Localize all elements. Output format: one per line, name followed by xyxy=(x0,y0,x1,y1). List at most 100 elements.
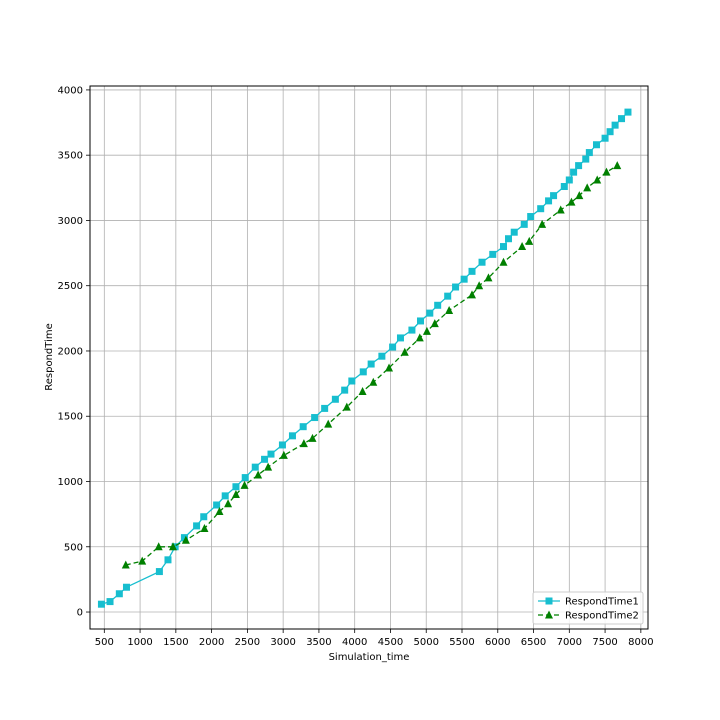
x-axis-label: Simulation_time xyxy=(329,652,410,663)
y-tick-label: 3000 xyxy=(58,216,83,227)
data-point xyxy=(444,292,452,300)
data-point xyxy=(468,290,477,299)
data-point xyxy=(180,534,188,542)
data-point xyxy=(288,432,296,440)
legend: RespondTime1 RespondTime2 xyxy=(532,591,644,625)
data-point xyxy=(215,507,224,516)
data-point xyxy=(611,121,619,129)
y-tick-label: 3500 xyxy=(58,151,83,162)
x-tick-label: 6500 xyxy=(521,637,546,648)
data-point xyxy=(311,414,319,422)
x-tick-label: 4500 xyxy=(378,637,403,648)
data-point xyxy=(115,590,123,598)
x-tick-label: 5000 xyxy=(414,637,439,648)
x-tick-label: 5500 xyxy=(449,637,474,648)
data-point xyxy=(231,490,240,499)
data-point xyxy=(408,326,416,334)
data-point xyxy=(550,192,558,200)
data-point xyxy=(602,167,611,176)
data-point xyxy=(200,523,209,532)
x-tick-label: 8000 xyxy=(628,637,653,648)
data-point xyxy=(138,556,147,565)
data-point xyxy=(426,309,434,317)
series-layer xyxy=(97,108,632,608)
x-tick-label: 3000 xyxy=(270,637,295,648)
data-point xyxy=(254,470,263,479)
data-point xyxy=(168,542,177,551)
data-point xyxy=(613,161,622,170)
data-point xyxy=(359,368,367,376)
data-point xyxy=(560,183,568,191)
data-point xyxy=(369,377,378,386)
legend-marker xyxy=(545,597,553,605)
data-point xyxy=(97,600,105,608)
data-point xyxy=(308,433,317,442)
y-axis-label: RespondTime xyxy=(44,323,55,391)
data-point xyxy=(193,522,201,530)
data-point xyxy=(489,250,497,258)
data-point xyxy=(122,583,130,591)
data-point xyxy=(499,243,507,251)
legend-label: RespondTime1 xyxy=(565,597,639,608)
data-point xyxy=(181,535,190,544)
data-point xyxy=(475,281,484,290)
data-point xyxy=(545,197,553,205)
y-tick-label: 0 xyxy=(77,608,83,619)
y-tick-label: 1500 xyxy=(58,412,83,423)
data-point xyxy=(232,483,240,491)
data-point xyxy=(575,162,583,170)
data-point xyxy=(537,205,545,213)
data-point xyxy=(417,317,425,325)
data-point xyxy=(106,598,114,606)
data-point xyxy=(367,360,375,368)
data-point xyxy=(460,275,468,283)
data-point xyxy=(520,220,528,228)
data-point xyxy=(348,377,356,385)
legend-label: RespondTime2 xyxy=(565,611,639,622)
data-point xyxy=(299,423,307,431)
x-tick-label: 500 xyxy=(95,637,114,648)
data-point xyxy=(575,191,584,200)
y-axis: 0 500 1000 1500 2000 2500 3000 3500 4000 xyxy=(58,85,90,619)
data-point xyxy=(538,219,547,228)
x-tick-label: 3500 xyxy=(306,637,331,648)
data-point xyxy=(452,283,460,291)
data-point xyxy=(358,386,367,395)
data-point xyxy=(321,404,329,412)
data-point xyxy=(155,568,163,576)
data-point xyxy=(624,108,632,116)
data-point xyxy=(478,258,486,266)
data-point xyxy=(279,450,288,459)
data-point xyxy=(241,474,249,482)
data-point xyxy=(264,462,273,471)
data-point xyxy=(385,363,394,372)
x-tick-label: 2000 xyxy=(199,637,224,648)
data-point xyxy=(299,439,308,448)
data-point xyxy=(341,386,349,394)
data-point xyxy=(396,334,404,342)
legend-box xyxy=(532,591,644,625)
data-point xyxy=(221,492,229,500)
data-point xyxy=(342,402,351,411)
x-tick-label: 4000 xyxy=(342,637,367,648)
data-point xyxy=(434,301,442,309)
data-point xyxy=(430,319,439,328)
data-point xyxy=(378,352,386,360)
data-point xyxy=(164,556,172,564)
legend-marker xyxy=(545,610,553,619)
plot-frame xyxy=(89,85,649,630)
data-point xyxy=(224,499,233,508)
data-point xyxy=(267,450,275,458)
data-point xyxy=(484,273,493,282)
x-tick-label: 2500 xyxy=(235,637,260,648)
x-tick-label: 7500 xyxy=(592,637,617,648)
data-point xyxy=(570,168,578,176)
data-point xyxy=(585,149,593,157)
data-point xyxy=(583,183,592,192)
data-point xyxy=(445,306,454,315)
data-point xyxy=(251,463,259,471)
x-tick-label: 1500 xyxy=(163,637,188,648)
data-point xyxy=(518,242,527,251)
data-point xyxy=(468,267,476,275)
